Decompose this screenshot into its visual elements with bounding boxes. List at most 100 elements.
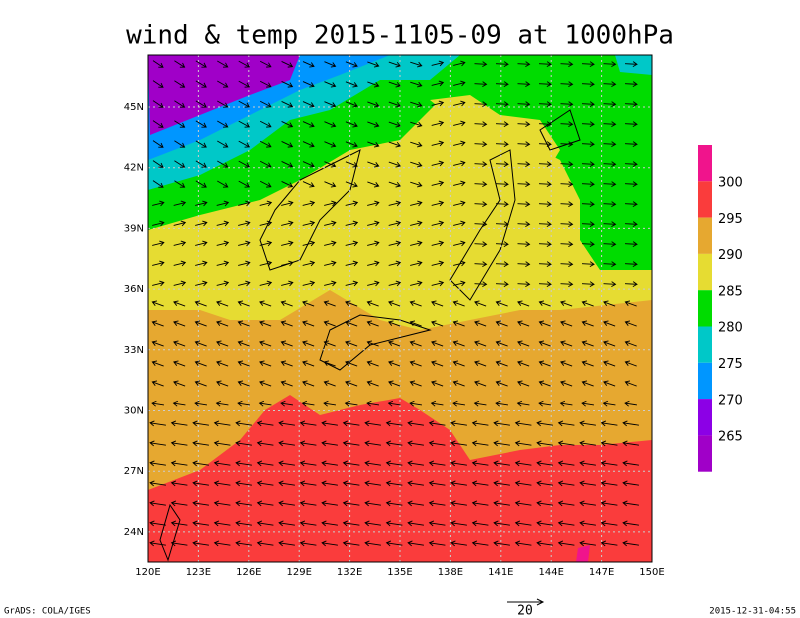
wind-arrow <box>624 61 638 67</box>
wind-arrow <box>321 540 338 547</box>
lat-label: 45N <box>124 102 144 113</box>
wind-arrow <box>624 141 638 147</box>
colorbar: 300 295 290 285 280 275 270 265 <box>698 145 743 472</box>
wind-arrow <box>345 260 359 267</box>
wind-arrow <box>192 460 209 467</box>
wind-arrow <box>474 121 488 127</box>
wind-arrow <box>536 520 553 527</box>
wind-arrow <box>560 161 574 167</box>
wind-arrow <box>302 320 315 327</box>
wind-arrow <box>560 201 574 207</box>
wind-arrow <box>278 440 295 447</box>
wind-arrow <box>302 81 315 88</box>
wind-arrow <box>560 81 574 87</box>
wind-arrow <box>388 101 401 108</box>
wind-arrow <box>149 420 166 427</box>
wind-arrow <box>238 160 251 168</box>
wind-arrow <box>152 120 164 128</box>
wind-arrow <box>195 60 207 68</box>
wind-arrow <box>324 161 337 168</box>
wind-arrow <box>217 120 229 128</box>
wind-arrow <box>538 360 551 367</box>
wind-arrow <box>345 240 359 247</box>
wind-arrow <box>385 440 403 447</box>
wind-arrow <box>194 400 208 407</box>
wind-arrow <box>237 300 250 307</box>
wind-arrow <box>557 500 575 507</box>
wind-arrow <box>281 240 294 247</box>
wind-arrow <box>281 81 294 88</box>
wind-arrow <box>321 420 338 427</box>
wind-arrow <box>302 61 315 68</box>
colorbar-box <box>698 435 712 472</box>
wind-arrow <box>517 201 531 207</box>
wind-arrow <box>560 241 574 247</box>
wind-arrow <box>237 340 250 347</box>
wind-arrow <box>256 460 274 467</box>
wind-arrow <box>624 201 638 207</box>
wind-arrow <box>388 220 402 227</box>
wind-arrow <box>235 460 252 467</box>
wind-arrow <box>302 181 315 188</box>
wind-arrow <box>259 260 273 267</box>
wind-arrow <box>151 400 165 407</box>
wind-arrow <box>259 300 272 307</box>
wind-arrow <box>259 80 272 88</box>
wind-arrow <box>345 81 358 88</box>
wind-arrow <box>238 220 251 227</box>
wind-arrow <box>471 420 489 427</box>
wind-arrow <box>471 460 489 467</box>
wind-arrow <box>600 540 618 547</box>
wind-arrow <box>581 300 594 307</box>
wind-arrow <box>323 340 336 347</box>
wind-arrow <box>602 400 616 407</box>
wind-arrow <box>410 280 423 287</box>
wind-arrow <box>516 400 530 407</box>
lon-label: 150E <box>639 567 664 578</box>
wind-arrow <box>367 101 380 108</box>
wind-arrow <box>151 300 164 307</box>
wind-arrow <box>345 380 358 387</box>
wind-arrow <box>495 320 508 327</box>
wind-arrow <box>431 380 444 387</box>
wind-arrow <box>259 220 273 227</box>
wind-arrow <box>453 160 466 167</box>
wind-arrow <box>517 141 531 147</box>
vector-key: 20 <box>507 598 545 618</box>
wind-arrow <box>238 100 251 108</box>
wind-arrow <box>324 240 337 247</box>
wind-arrow <box>474 380 487 387</box>
lon-label: 123E <box>186 567 211 578</box>
wind-arrow <box>324 181 337 188</box>
wind-arrow <box>173 240 187 247</box>
wind-arrow <box>450 500 467 507</box>
wind-arrow <box>151 320 164 327</box>
wind-arrow <box>431 340 444 347</box>
wind-arrow <box>367 161 380 168</box>
wind-arrow <box>324 81 337 88</box>
wind-arrow <box>345 121 358 128</box>
wind-arrow <box>600 440 618 447</box>
wind-arrow <box>474 181 488 187</box>
wind-arrow <box>213 460 231 467</box>
plot-frame <box>147 54 653 563</box>
wind-arrow <box>259 60 272 68</box>
wind-arrow <box>581 380 594 387</box>
wind-arrow <box>624 340 637 347</box>
wind-arrow <box>428 520 446 527</box>
wind-arrow <box>235 440 252 447</box>
wind-arrow <box>280 300 293 307</box>
wind-arrow <box>345 300 358 307</box>
wind-arrow <box>388 181 401 188</box>
wind-arrow <box>428 440 446 447</box>
wind-arrow <box>152 280 165 287</box>
wind-arrow <box>217 140 229 148</box>
wind-arrow <box>624 181 638 187</box>
wind-arrow <box>388 61 401 68</box>
wind-arrow <box>493 500 510 507</box>
wind-arrow <box>323 380 336 387</box>
wind-arrow <box>259 360 272 367</box>
wind-arrow <box>367 280 380 287</box>
wind-arrow <box>514 440 532 447</box>
wind-arrow <box>560 181 574 187</box>
